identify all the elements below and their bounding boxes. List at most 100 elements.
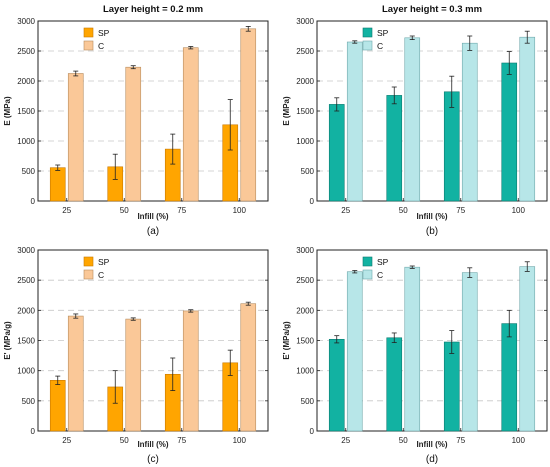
- y-tick-label: 0: [310, 197, 315, 206]
- panel-tag: (c): [147, 454, 159, 465]
- y-tick-label: 500: [301, 167, 315, 176]
- x-tick-label: 50: [399, 436, 408, 445]
- y-tick-label: 2000: [296, 77, 314, 86]
- y-tick-label: 2000: [17, 77, 35, 86]
- legend-swatch-sp: [83, 256, 94, 267]
- y-tick-label: 1500: [17, 107, 35, 116]
- y-tick-label: 0: [31, 427, 36, 436]
- y-tick-label: 2500: [296, 47, 314, 56]
- panel-tag: (a): [147, 226, 159, 237]
- y-axis-label: E' (MPa/g): [282, 321, 291, 360]
- bar-sp: [386, 337, 403, 432]
- y-tick-label: 2500: [17, 47, 35, 56]
- chart-title: Layer height = 0.3 mm: [382, 4, 482, 15]
- chart-panel-2: 0 500 1000 1500 2000 2500 3000 25 50 75 100 SP C E (M…: [282, 4, 548, 237]
- bar-c: [240, 303, 257, 432]
- legend-swatch-c: [83, 269, 94, 280]
- bar-sp: [443, 341, 460, 432]
- x-axis-label: Infill (%): [416, 212, 447, 221]
- legend-label-c: C: [377, 41, 383, 51]
- y-tick-label: 2000: [296, 306, 314, 315]
- y-tick-label: 3000: [296, 246, 314, 255]
- panel-tag: (b): [426, 226, 438, 237]
- bar-sp: [443, 91, 460, 202]
- x-tick-label: 50: [120, 436, 129, 445]
- x-tick-label: 100: [512, 206, 526, 215]
- y-tick-label: 1500: [296, 337, 314, 346]
- y-tick-label: 1000: [17, 137, 35, 146]
- bar-sp: [501, 323, 518, 432]
- legend-swatch-c: [362, 40, 373, 51]
- y-axis-label: E (MPa): [3, 96, 12, 126]
- bar-sp: [328, 104, 345, 202]
- y-tick-label: 3000: [17, 246, 35, 255]
- chart-title: Layer height = 0.2 mm: [103, 4, 203, 15]
- x-tick-label: 75: [177, 436, 186, 445]
- x-tick-label: 100: [512, 436, 526, 445]
- bar-sp: [328, 338, 345, 432]
- y-tick-label: 0: [31, 197, 36, 206]
- x-tick-label: 50: [399, 206, 408, 215]
- legend-label-sp: SP: [377, 257, 389, 267]
- chart-panel-1: 0 500 1000 1500 2000 2500 3000 25 50 75 100 SP C E (M…: [3, 4, 269, 237]
- bar-c: [346, 271, 363, 432]
- y-tick-label: 3000: [296, 17, 314, 26]
- x-tick-label: 75: [456, 206, 465, 215]
- bar-c: [67, 315, 84, 432]
- bar-c: [519, 36, 536, 202]
- bar-sp: [49, 380, 66, 432]
- bar-sp: [501, 62, 518, 202]
- legend-label-c: C: [98, 270, 104, 280]
- y-tick-label: 2000: [17, 306, 35, 315]
- y-tick-label: 1500: [296, 107, 314, 116]
- x-tick-label: 25: [62, 206, 71, 215]
- y-tick-label: 500: [22, 167, 36, 176]
- y-tick-label: 0: [310, 427, 315, 436]
- y-tick-label: 1500: [17, 337, 35, 346]
- x-axis-label: Infill (%): [416, 440, 447, 449]
- y-tick-label: 1000: [296, 367, 314, 376]
- legend-swatch-sp: [362, 27, 373, 38]
- bar-sp: [49, 167, 66, 202]
- x-tick-label: 100: [233, 436, 247, 445]
- y-tick-label: 500: [22, 397, 36, 406]
- bar-c: [240, 28, 257, 202]
- panel-tag: (d): [426, 454, 438, 465]
- x-tick-label: 50: [120, 206, 129, 215]
- bar-c: [461, 272, 478, 432]
- legend-label-c: C: [98, 41, 104, 51]
- y-tick-label: 1000: [296, 137, 314, 146]
- x-tick-label: 25: [62, 436, 71, 445]
- x-tick-label: 25: [341, 436, 350, 445]
- y-tick-label: 1000: [17, 367, 35, 376]
- legend-swatch-c: [83, 40, 94, 51]
- y-tick-label: 500: [301, 397, 315, 406]
- y-axis-label: E (MPa): [282, 96, 291, 126]
- bar-c: [182, 47, 199, 202]
- x-tick-label: 100: [233, 206, 247, 215]
- x-tick-label: 25: [341, 206, 350, 215]
- x-axis-label: Infill (%): [137, 440, 168, 449]
- chart-panel-4: 0 500 1000 1500 2000 2500 3000 25 50 75 100 SP C E' (…: [282, 246, 548, 465]
- bar-sp: [386, 95, 403, 202]
- chart-panel-3: 0 500 1000 1500 2000 2500 3000 25 50 75 100 SP C E' (…: [3, 246, 269, 465]
- bar-c: [67, 73, 84, 202]
- y-tick-label: 3000: [17, 17, 35, 26]
- legend-swatch-c: [362, 269, 373, 280]
- bar-c: [461, 42, 478, 202]
- legend-swatch-sp: [83, 27, 94, 38]
- legend-label-sp: SP: [98, 257, 110, 267]
- y-tick-label: 2500: [17, 276, 35, 285]
- bar-c: [346, 41, 363, 202]
- bar-c: [519, 266, 536, 432]
- x-tick-label: 75: [177, 206, 186, 215]
- bar-c: [404, 37, 421, 202]
- legend-label-sp: SP: [98, 28, 110, 38]
- y-tick-label: 2500: [296, 276, 314, 285]
- y-axis-label: E' (MPa/g): [3, 321, 12, 360]
- legend-swatch-sp: [362, 256, 373, 267]
- bar-c: [182, 310, 199, 432]
- x-tick-label: 75: [456, 436, 465, 445]
- x-axis-label: Infill (%): [137, 212, 168, 221]
